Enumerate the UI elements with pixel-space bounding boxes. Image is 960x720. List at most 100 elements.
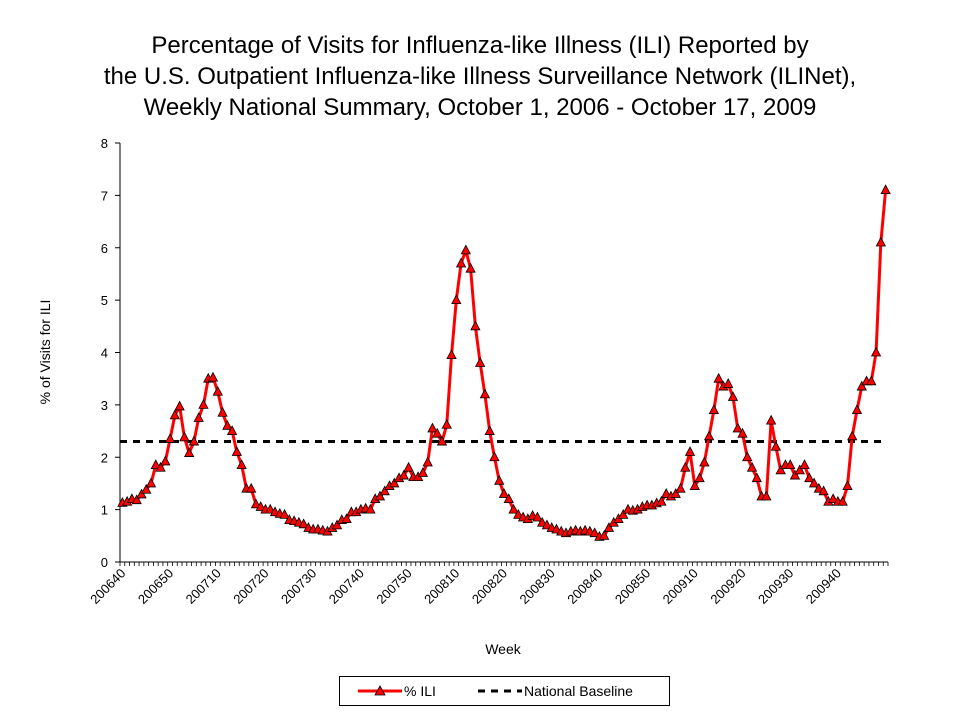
ili-data-point bbox=[804, 472, 815, 483]
ili-data-point bbox=[656, 495, 667, 506]
x-axis-ticks: 200640 200650 200710 200720 200730 200740 2007… bbox=[87, 562, 889, 607]
ili-data-point bbox=[761, 490, 772, 501]
ili-data-point bbox=[742, 451, 753, 462]
ili-data-point bbox=[188, 435, 200, 446]
x-tick-label: 200910 bbox=[660, 566, 701, 607]
legend-ili-label: % ILI bbox=[404, 683, 436, 699]
ili-data-point bbox=[226, 425, 238, 435]
ili-data-point bbox=[246, 482, 257, 493]
y-tick-label: 1 bbox=[101, 503, 108, 518]
ili-data-point bbox=[694, 472, 705, 483]
ili-data-point bbox=[136, 488, 147, 499]
chart-title-line-3: Weekly National Summary, October 1, 2006… bbox=[143, 94, 817, 121]
ili-data-point bbox=[875, 236, 887, 247]
ili-data-point bbox=[379, 485, 390, 496]
x-tick-label: 200710 bbox=[183, 566, 224, 607]
ili-data-point bbox=[498, 488, 510, 498]
chart-series bbox=[117, 184, 891, 541]
ili-data-point bbox=[160, 455, 171, 466]
ili-data-point bbox=[212, 385, 223, 396]
ili-data-point bbox=[198, 399, 209, 409]
ili-data-point bbox=[789, 469, 801, 480]
ili-data-point bbox=[689, 480, 700, 490]
ili-data-point bbox=[765, 414, 777, 425]
ili-data-point bbox=[207, 371, 219, 382]
legend-ili-swatch bbox=[358, 685, 402, 696]
ili-data-point bbox=[732, 422, 743, 433]
x-tick-label: 200840 bbox=[564, 566, 605, 607]
x-tick-label: 200920 bbox=[707, 566, 748, 607]
ili-data-point bbox=[675, 482, 686, 493]
ili-data-point bbox=[770, 440, 782, 451]
ili-data-point bbox=[179, 431, 190, 442]
ili-data-point bbox=[255, 501, 266, 511]
y-tick-label: 5 bbox=[101, 293, 108, 308]
y-tick-label: 3 bbox=[101, 398, 108, 413]
ili-data-point bbox=[436, 435, 448, 446]
y-axis-title: % of Visits for ILI bbox=[37, 300, 53, 405]
x-tick-label: 200740 bbox=[326, 566, 367, 607]
ili-data-point bbox=[532, 511, 543, 522]
ili-data-point bbox=[708, 404, 720, 415]
ili-data-point bbox=[541, 519, 553, 530]
ili-data-point bbox=[866, 375, 877, 386]
y-tick-label: 2 bbox=[101, 450, 108, 465]
ili-data-point bbox=[250, 498, 262, 509]
ili-data-point bbox=[851, 404, 863, 415]
ili-data-point bbox=[751, 472, 762, 483]
ili-data-point bbox=[403, 461, 414, 472]
ili-data-point bbox=[503, 493, 514, 504]
x-tick-label: 200650 bbox=[135, 566, 176, 607]
ili-data-point bbox=[145, 477, 157, 488]
chart-axes bbox=[119, 143, 888, 563]
ili-data-point bbox=[479, 388, 491, 399]
ili-data-point bbox=[460, 244, 472, 255]
ili-data-point bbox=[813, 482, 824, 493]
ili-series-line bbox=[122, 190, 888, 539]
ili-data-point bbox=[713, 372, 724, 383]
ili-data-point bbox=[169, 409, 181, 420]
ili-data-point bbox=[184, 447, 195, 457]
ili-data-point bbox=[494, 474, 505, 485]
ili-data-point bbox=[618, 509, 629, 519]
ili-data-point bbox=[446, 349, 457, 360]
legend-item-baseline: National Baseline bbox=[478, 683, 633, 699]
ili-data-point bbox=[432, 427, 443, 438]
ili-data-point bbox=[427, 422, 438, 433]
ili-data-point bbox=[365, 503, 376, 514]
x-tick-label: 200730 bbox=[278, 566, 319, 607]
ili-data-point bbox=[131, 494, 142, 505]
ili-data-point bbox=[785, 459, 796, 470]
ili-data-point bbox=[847, 430, 858, 441]
x-tick-label: 200850 bbox=[612, 566, 653, 607]
x-tick-label: 200720 bbox=[230, 566, 271, 607]
ili-data-point bbox=[141, 483, 152, 494]
ili-data-point bbox=[589, 527, 600, 538]
ili-data-point bbox=[536, 516, 548, 527]
ili-data-point bbox=[341, 513, 352, 523]
x-tick-label: 200940 bbox=[803, 566, 844, 607]
ili-data-point bbox=[231, 446, 243, 456]
ili-data-point bbox=[837, 495, 848, 506]
ili-data-point bbox=[808, 477, 820, 488]
y-tick-label: 7 bbox=[101, 188, 108, 203]
ili-data-point bbox=[222, 419, 233, 430]
x-axis-title: Week bbox=[485, 641, 522, 657]
ili-data-point bbox=[827, 493, 839, 504]
chart-title-line-2: the U.S. Outpatient Influenza-like Illne… bbox=[103, 63, 857, 90]
ili-data-point bbox=[670, 488, 681, 498]
ili-data-point bbox=[603, 522, 615, 532]
legend-baseline-label: National Baseline bbox=[524, 683, 633, 699]
ili-data-point bbox=[484, 425, 495, 435]
ili-data-point bbox=[513, 509, 524, 519]
y-tick-label: 6 bbox=[101, 241, 108, 256]
ili-data-point bbox=[842, 480, 853, 490]
ili-data-point bbox=[727, 391, 739, 401]
ili-data-point bbox=[265, 503, 276, 514]
legend-baseline-swatch bbox=[478, 689, 522, 693]
chart-title: Percentage of Visits for Influenza-like … bbox=[0, 30, 960, 123]
ili-data-point bbox=[298, 518, 309, 529]
ili-data-point bbox=[174, 400, 185, 411]
ili-data-point bbox=[164, 433, 176, 443]
ili-data-point bbox=[799, 459, 810, 470]
